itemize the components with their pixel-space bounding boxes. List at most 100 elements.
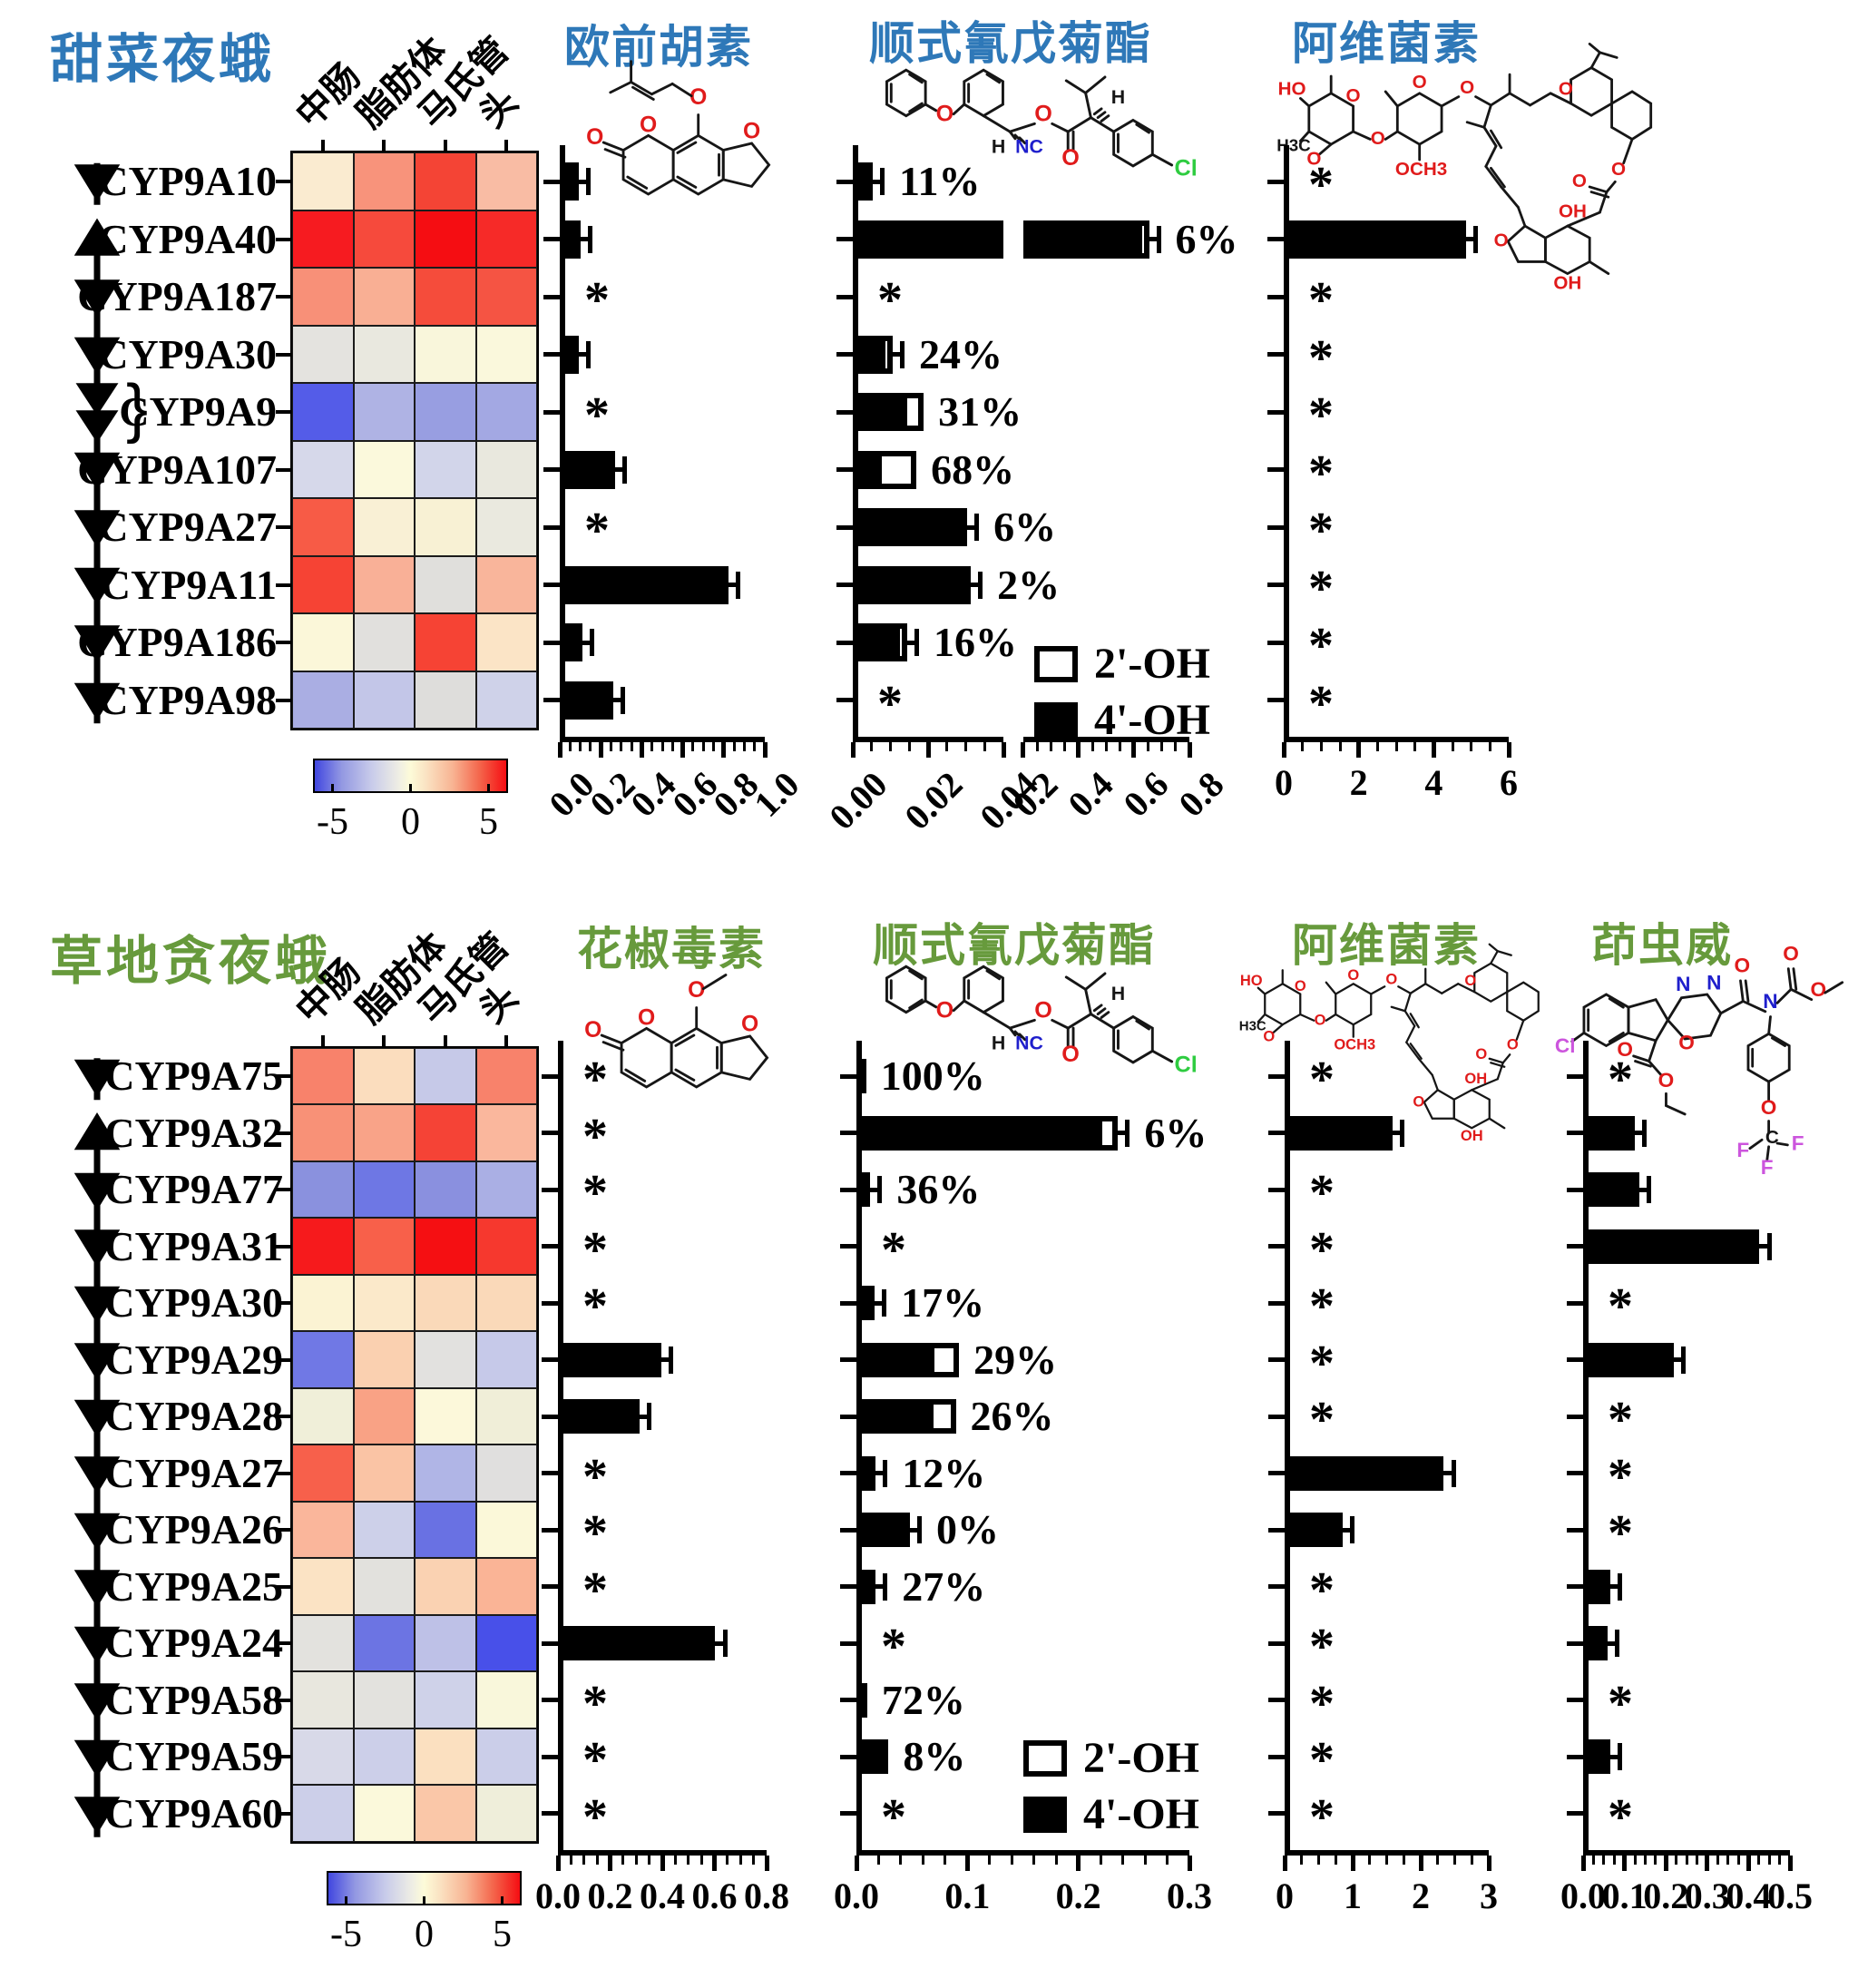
heatmap-cell-CYP9A30-马氏管 (415, 1274, 476, 1332)
heatmap-cell-CYP9A98-脂肪体 (353, 671, 415, 730)
axis-tick-label: 0.2 (587, 1875, 633, 1916)
chart-row-tick (1267, 352, 1284, 357)
bar-4oh-CYP9A11 (858, 565, 972, 604)
heatmap-frame (290, 151, 539, 731)
heatmap-cell-CYP9A75-马氏管 (415, 1047, 476, 1105)
percent-label-CYP9A29: 29% (973, 1336, 1058, 1383)
chart-row-tick (840, 1811, 856, 1816)
axis-tick-label: 2 (1412, 1875, 1430, 1916)
heatmap-cell-CYP9A11-脂肪体 (353, 555, 415, 614)
axis-minor-tick (582, 1856, 586, 1865)
svg-text:OH: OH (1461, 1128, 1483, 1144)
axis-minor-tick (699, 1856, 703, 1865)
heatmap-cell-CYP9A77-马氏管 (415, 1160, 476, 1219)
heatmap-cell-CYP9A32-马氏管 (415, 1104, 476, 1161)
heatmap-column-tick (382, 1034, 386, 1046)
heatmap-cell-CYP9A27-头 (475, 498, 537, 556)
significance-star: * (582, 1052, 608, 1108)
svg-text:O: O (1735, 954, 1751, 976)
heatmap-cell-CYP9A58-中肠 (292, 1671, 354, 1728)
chart-row-tick (1567, 1357, 1583, 1362)
svg-text:HO: HO (1278, 79, 1306, 100)
heatmap-cell-CYP9A9-中肠 (292, 383, 354, 441)
legend-swatch-2oh (1023, 1740, 1067, 1777)
axis-minor-tick (1319, 742, 1323, 751)
axis-major-tick (1187, 742, 1192, 758)
chart-title-顺式氰戊菊酯: 顺式氰戊菊酯 (869, 18, 1152, 69)
heatmap-row-tick (276, 1188, 290, 1191)
bar-4oh-CYP9A30 (862, 1286, 875, 1320)
chart-row-tick (1567, 1244, 1583, 1249)
chart-row-tick (1267, 698, 1284, 702)
svg-text:O: O (1761, 1096, 1777, 1119)
chart-row-tick (840, 1357, 856, 1362)
axis-major-tick (660, 1856, 665, 1871)
chart-row-tick (542, 1527, 558, 1533)
chart-x-axis (560, 737, 765, 742)
percent-label-CYP9A107: 68% (931, 446, 1015, 493)
chart-x-axis (1284, 737, 1509, 742)
axis-major-tick (1580, 1856, 1586, 1871)
axis-tick-label: 1 (1344, 1875, 1362, 1916)
bar-2oh-CYP9A32 (1096, 1115, 1119, 1151)
svg-text:H: H (1111, 983, 1125, 1004)
bar-4oh-CYP9A31 (1589, 1229, 1760, 1264)
error-bar-stem (637, 1414, 649, 1419)
chart-row-tick (840, 1073, 856, 1079)
heatmap-cell-CYP9A10-中肠 (292, 152, 354, 211)
bar-4oh-CYP9A75 (862, 1059, 866, 1093)
svg-text:O: O (1034, 101, 1052, 126)
heatmap-cell-CYP9A11-头 (475, 555, 537, 614)
chart-title-茚虫威: 茚虫威 (1591, 920, 1733, 971)
axis-major-tick (712, 1856, 717, 1871)
significance-star: * (582, 1221, 608, 1278)
axis-major-tick (608, 1856, 612, 1871)
axis-minor-tick (1488, 742, 1491, 751)
significance-star: * (1309, 1335, 1335, 1392)
svg-text:O: O (1413, 72, 1427, 93)
significance-star: * (1308, 329, 1334, 387)
colorbar-tick (331, 784, 334, 793)
esfenvalerate-structure-image: O H NC O O H Cl (864, 47, 1227, 192)
heatmap-cell-CYP9A27-中肠 (292, 498, 354, 556)
heatmap-cell-CYP9A58-脂肪体 (353, 1671, 415, 1728)
error-bar-stem (1390, 1131, 1402, 1135)
heatmap-row-tick (276, 1415, 290, 1418)
chart-row-tick (836, 237, 853, 241)
heatmap-row-tick (276, 180, 290, 183)
chart-row-tick (1567, 1527, 1583, 1533)
bar-2oh-CYP9A186 (895, 623, 908, 661)
heatmap-row-tick (276, 1811, 290, 1816)
heatmap-cell-CYP9A187-中肠 (292, 268, 354, 326)
axis-tick-label: 0.8 (744, 1875, 789, 1916)
heatmap-cell-CYP9A28-脂肪体 (353, 1387, 415, 1445)
svg-text:O: O (1306, 149, 1321, 170)
percent-label-CYP9A30: 24% (919, 330, 1003, 377)
chart-row-tick (542, 1754, 558, 1759)
svg-text:O: O (688, 978, 705, 1003)
svg-text:O: O (1810, 978, 1826, 1001)
chart-row-tick (836, 294, 853, 299)
axis-major-tick (964, 1856, 970, 1871)
gene-label-CYP9A24: CYP9A24 (104, 1620, 283, 1666)
axis-minor-tick (945, 742, 949, 751)
error-bar-cap (916, 1516, 922, 1543)
bar-2oh-CYP9A40 (1136, 220, 1149, 259)
chart-row-tick (542, 1244, 558, 1249)
chart-row-tick (542, 1640, 558, 1646)
percent-label-CYP9A186: 16% (934, 619, 1018, 665)
heatmap-cell-CYP9A30-头 (475, 325, 537, 384)
bar-4oh-CYP9A27 (1290, 1455, 1443, 1491)
chart-row-tick (542, 1300, 558, 1306)
axis-major-tick (1076, 1856, 1081, 1871)
svg-text:O: O (1507, 1036, 1519, 1053)
axis-minor-tick (660, 742, 664, 751)
heatmap-cell-CYP9A30-脂肪体 (353, 325, 415, 384)
axis-major-tick (1356, 742, 1362, 758)
bar-4oh-CYP9A10 (858, 162, 874, 201)
axis-minor-tick (1767, 1856, 1771, 1865)
svg-text:O: O (1611, 159, 1626, 180)
heatmap-row-tick (276, 583, 290, 587)
chart-row-tick (840, 1584, 856, 1589)
axis-minor-tick (1413, 742, 1417, 751)
